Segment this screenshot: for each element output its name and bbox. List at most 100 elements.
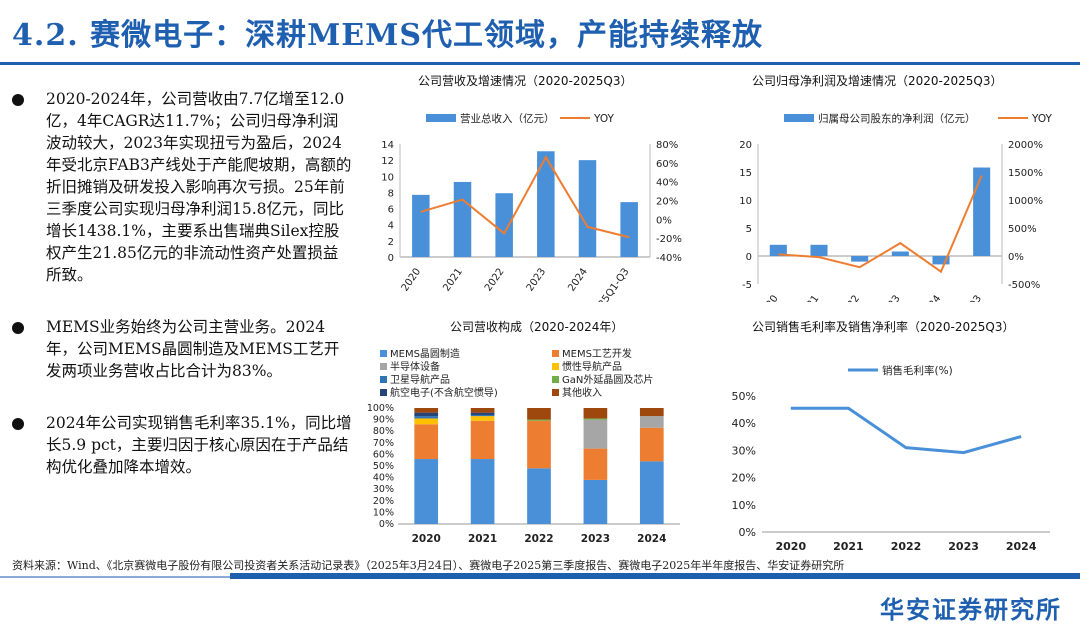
legend-swatch <box>552 350 559 357</box>
y2-tick-label: 20% <box>656 197 678 208</box>
y-tick-label: 20% <box>373 496 394 507</box>
y-tick-label: 30% <box>373 484 394 495</box>
x-tick-label: 2021 <box>798 293 822 302</box>
bullet-item: 2020-2024年，公司营收由7.7亿增至12.0亿，4年CAGR达11.7%… <box>12 88 352 286</box>
y2-tick-label: -40% <box>656 253 682 264</box>
y-tick-label: 8 <box>388 188 394 199</box>
y-tick-label: 15 <box>739 168 752 179</box>
y-tick-label: 2 <box>388 237 394 248</box>
y2-tick-label: 60% <box>656 159 678 170</box>
x-tick-label: 2020 <box>775 540 806 553</box>
legend-swatch <box>380 376 387 383</box>
y2-tick-label: -500% <box>1008 280 1040 291</box>
legend-swatch <box>380 389 387 396</box>
bar <box>973 167 991 256</box>
footer-rule <box>230 573 1080 579</box>
y-tick-label: 4 <box>388 221 394 232</box>
stack-segment <box>414 424 439 460</box>
legend-label: 卫星导航产品 <box>390 373 450 386</box>
x-tick-label: 25Q1-Q3 <box>597 266 632 302</box>
gross-margin-line <box>790 406 1022 455</box>
legend-swatch <box>380 350 387 357</box>
y-tick-label: 90% <box>373 415 394 426</box>
bullet-text: 2020-2024年，公司营收由7.7亿增至12.0亿，4年CAGR达11.7%… <box>46 90 352 284</box>
chart-title-revenue: 公司营收及增速情况（2020-2025Q3） <box>418 74 633 88</box>
legend-bar-swatch <box>426 114 456 122</box>
stack-segment <box>414 416 439 419</box>
y-tick-label: 6 <box>388 205 394 216</box>
stack-segment <box>470 459 495 524</box>
y2-tick-label: 0% <box>1008 252 1024 263</box>
bar <box>620 202 638 257</box>
x-tick-label: 2022 <box>524 533 553 545</box>
yoy-line <box>420 155 630 239</box>
legend-label: 归属母公司股东的净利润（亿元） <box>818 112 976 125</box>
bullet-list: 2020-2024年，公司营收由7.7亿增至12.0亿，4年CAGR达11.7%… <box>12 88 352 508</box>
y-tick-label: 50% <box>732 390 756 403</box>
bar <box>578 160 597 257</box>
stack-segment <box>414 459 439 524</box>
x-tick-label: 2021 <box>468 533 497 545</box>
y-tick-label: 10% <box>732 499 756 512</box>
firm-name: 华安证券研究所 <box>880 596 1062 624</box>
y-tick-label: 12 <box>381 156 394 167</box>
stack-segment <box>639 461 664 524</box>
chart-title-profit: 公司归母净利润及增速情况（2020-2025Q3） <box>752 74 1003 88</box>
chart-title-margin: 公司销售毛利率及销售净利率（2020-2025Q3） <box>752 320 1015 334</box>
stack-segment <box>583 419 608 449</box>
y-tick-label: 40% <box>732 417 756 430</box>
bar <box>810 244 828 256</box>
y2-tick-label: 2000% <box>1008 140 1043 151</box>
legend-swatch <box>552 389 559 396</box>
x-tick-label: 2022 <box>483 266 507 293</box>
x-tick-label: 2021 <box>833 540 864 553</box>
stack-segment <box>470 412 495 415</box>
legend-label: YOY <box>1031 113 1053 125</box>
x-tick-label: 2020 <box>757 293 781 302</box>
stack-segment <box>527 420 551 469</box>
y-tick-label: 0 <box>388 253 394 264</box>
bar <box>495 193 513 257</box>
stack-segment <box>470 408 495 413</box>
stack-segment <box>639 408 664 417</box>
y-tick-label: 100% <box>367 403 394 414</box>
y-tick-label: -5 <box>742 280 752 291</box>
stack-segment <box>583 448 608 480</box>
y2-tick-label: -20% <box>656 234 682 245</box>
y-tick-label: 0% <box>379 519 394 530</box>
y-tick-label: 20% <box>732 472 756 485</box>
stack-segment <box>470 414 495 417</box>
page-title: 4.2. 赛微电子：深耕MEMS代工领域，产能持续释放 <box>12 18 764 53</box>
stack-segment <box>527 408 551 420</box>
y-tick-label: 10% <box>373 507 394 518</box>
x-tick-label: 2023 <box>879 293 903 302</box>
header-rule <box>0 62 1080 65</box>
y2-tick-label: 1000% <box>1008 196 1043 207</box>
bullet-text: 2024年公司实现销售毛利率35.1%，同比增长5.9 pct，主要归因于核心原… <box>46 414 352 476</box>
stack-segment <box>470 416 495 421</box>
bar <box>891 251 909 256</box>
bar <box>932 256 950 265</box>
y-tick-label: 0% <box>739 526 756 539</box>
y-tick-label: 14 <box>381 140 394 151</box>
legend-label: YOY <box>593 113 615 125</box>
bar <box>537 151 555 257</box>
bullet-dot-icon <box>12 418 24 430</box>
x-tick-label: 2023 <box>948 540 979 553</box>
x-tick-label: 2024 <box>1006 540 1037 553</box>
x-tick-label: 2023 <box>525 266 549 293</box>
y-tick-label: 10 <box>381 172 394 183</box>
y2-tick-label: 1500% <box>1008 168 1043 179</box>
legend-swatch <box>552 363 559 370</box>
stack-segment <box>527 419 551 421</box>
bullet-item: MEMS业务始终为公司主营业务。2024年，公司MEMS晶圆制造及MEMS工艺开… <box>12 316 352 382</box>
bar <box>453 181 472 257</box>
stack-segment <box>583 479 608 524</box>
legend-label: GaN外延晶圆及芯片 <box>562 373 653 386</box>
legend-label: MEMS晶圆制造 <box>390 347 460 360</box>
revenue-chart: 营业总收入（亿元） YOY 0 2 4 6 8 10 12 14 -40% -20% 0% 20% 40% 6… <box>381 112 682 302</box>
chart-title-composition: 公司营收构成（2020-2024年） <box>450 320 624 334</box>
stack-segment <box>583 408 608 419</box>
y-tick-label: 30% <box>732 444 756 457</box>
